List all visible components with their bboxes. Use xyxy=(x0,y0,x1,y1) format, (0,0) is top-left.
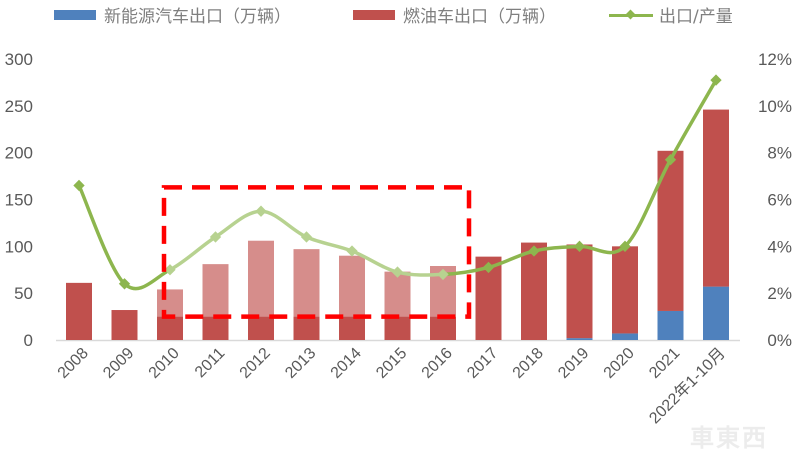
bar-ice[interactable] xyxy=(293,316,320,340)
right-tick-label: 4% xyxy=(767,237,792,256)
x-tick-label: 2021 xyxy=(646,345,683,382)
line-marker[interactable] xyxy=(482,261,495,274)
bar-ice[interactable] xyxy=(566,244,593,339)
ratio-line-segment xyxy=(77,184,171,291)
bar-ice[interactable] xyxy=(703,109,729,287)
bar-series xyxy=(66,109,729,340)
ratio-line-series xyxy=(73,74,722,291)
bar-ice[interactable] xyxy=(339,316,365,340)
x-tick-label: 2022年1-10月 xyxy=(646,344,729,427)
right-tick-label: 10% xyxy=(758,97,792,116)
bar-nev[interactable] xyxy=(566,338,593,340)
legend: 新能源汽车出口（万辆） 燃油车出口（万辆） 出口/产量 xyxy=(0,2,800,28)
line-marker[interactable] xyxy=(619,240,631,252)
left-tick-label: 100 xyxy=(5,237,33,256)
x-tick-label: 2016 xyxy=(419,345,456,382)
bar-ice-highlighted[interactable] xyxy=(339,255,365,317)
x-tick-label: 2011 xyxy=(192,345,228,381)
right-tick-label: 8% xyxy=(767,144,792,163)
right-tick-label: 2% xyxy=(767,284,792,303)
right-tick-label: 6% xyxy=(767,191,792,210)
left-tick-label: 250 xyxy=(5,97,33,116)
legend-label-ice: 燃油车出口（万辆） xyxy=(403,7,556,27)
x-tick-label: 2017 xyxy=(464,345,501,382)
bar-ice[interactable] xyxy=(248,316,274,340)
right-tick-label: 0% xyxy=(767,331,792,350)
line-marker[interactable] xyxy=(437,268,449,281)
legend-item-ice[interactable]: 燃油车出口（万辆） xyxy=(353,2,556,27)
x-tick-label: 2013 xyxy=(282,345,319,382)
x-tick-label: 2012 xyxy=(237,345,274,382)
dashed-highlight-rect xyxy=(161,185,472,319)
line-marker[interactable] xyxy=(346,245,358,257)
left-tick-label: 0 xyxy=(24,331,33,350)
highlight-box xyxy=(161,185,472,319)
bar-nev[interactable] xyxy=(612,333,638,340)
line-marker[interactable] xyxy=(664,154,677,166)
x-tick-label: 2008 xyxy=(55,345,92,382)
x-tick-label: 2018 xyxy=(510,345,547,382)
bar-ice[interactable] xyxy=(111,310,138,340)
bar-ice[interactable] xyxy=(202,316,229,340)
line-marker[interactable] xyxy=(528,245,540,257)
left-tick-label: 150 xyxy=(5,191,33,210)
x-tick-label: 2015 xyxy=(373,345,410,382)
line-marker[interactable] xyxy=(391,266,404,278)
x-tick-label: 2009 xyxy=(100,345,137,382)
bar-ice[interactable] xyxy=(384,316,411,340)
line-marker[interactable] xyxy=(573,240,586,252)
bar-ice[interactable] xyxy=(157,316,183,340)
bar-nev[interactable] xyxy=(703,286,729,340)
bar-ice[interactable] xyxy=(66,282,92,340)
x-tick-label: 2019 xyxy=(555,345,592,382)
left-tick-label: 200 xyxy=(5,144,33,163)
left-tick-label: 300 xyxy=(5,50,33,69)
left-tick-label: 50 xyxy=(14,284,33,303)
bar-nev[interactable] xyxy=(657,310,684,340)
x-tick-label: 2014 xyxy=(328,345,365,382)
line-marker[interactable] xyxy=(300,231,313,243)
line-marker[interactable] xyxy=(164,264,176,276)
line-marker[interactable] xyxy=(255,205,267,217)
legend-item-nev[interactable]: 新能源汽车出口（万辆） xyxy=(54,2,291,27)
bar-ice-highlighted[interactable] xyxy=(384,271,411,317)
nev-swatch-icon xyxy=(54,9,96,20)
bar-ice-highlighted[interactable] xyxy=(293,249,320,317)
legend-item-ratio[interactable]: 出口/产量 xyxy=(609,2,733,27)
legend-label-ratio: 出口/产量 xyxy=(659,7,733,27)
bar-ice-highlighted[interactable] xyxy=(202,264,229,317)
right-tick-label: 12% xyxy=(758,50,792,69)
line-marker[interactable] xyxy=(209,231,222,243)
ice-swatch-icon xyxy=(353,9,395,20)
left-axis: 0 50 100 150 200 250 300 xyxy=(5,50,33,350)
x-axis-labels: 2008 2009 2010 2011 2012 2013 2014 2015 2016 2017… xyxy=(55,344,729,427)
x-tick-label: 2020 xyxy=(601,345,638,382)
bar-ice[interactable] xyxy=(521,242,547,340)
line-marker[interactable] xyxy=(73,179,85,192)
legend-label-nev: 新能源汽车出口（万辆） xyxy=(104,7,291,27)
line-marker-icon xyxy=(609,9,653,21)
right-axis: 0% 2% 4% 6% 8% 10% 12% xyxy=(758,50,792,350)
bar-ice-highlighted[interactable] xyxy=(248,240,274,317)
watermark-logo: 車東西 xyxy=(690,424,768,452)
bar-ice[interactable] xyxy=(612,246,638,334)
bar-ice[interactable] xyxy=(430,316,456,340)
x-tick-label: 2010 xyxy=(146,345,183,382)
bar-ice-highlighted[interactable] xyxy=(157,289,183,317)
